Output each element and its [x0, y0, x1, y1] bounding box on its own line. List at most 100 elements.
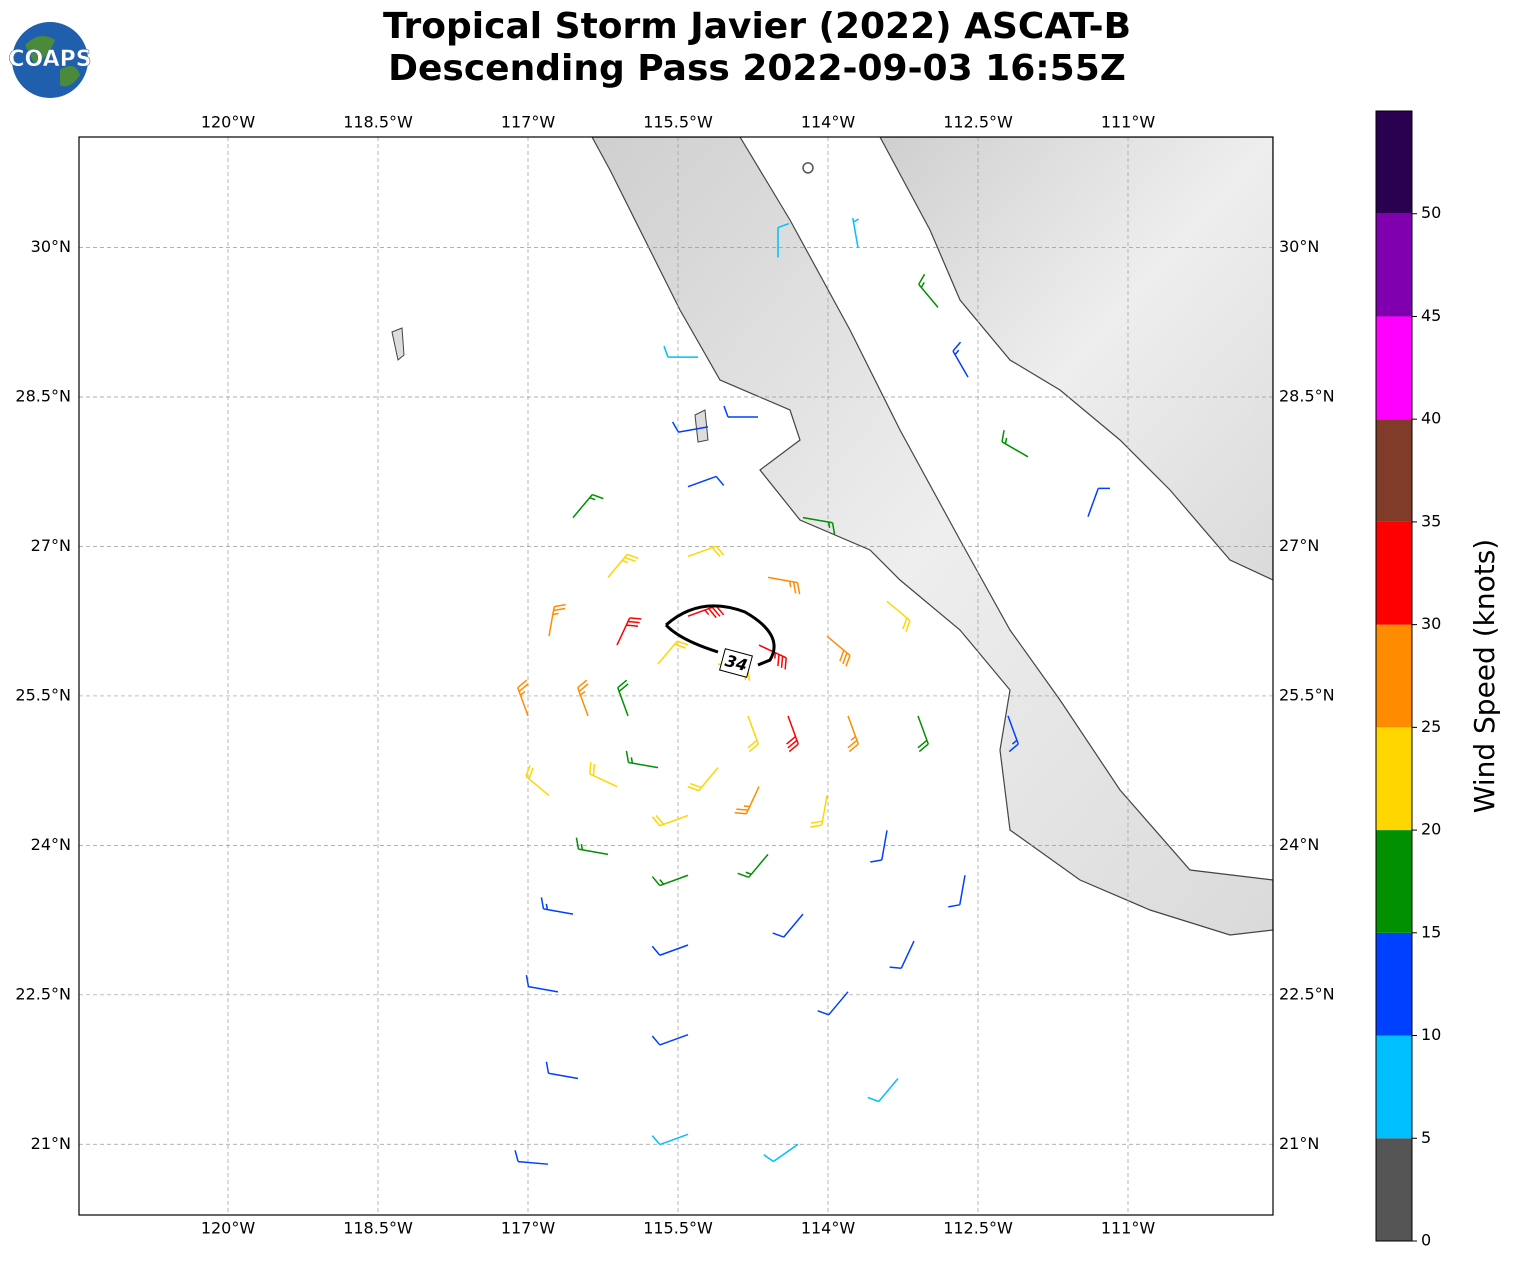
- wind-barb: [657, 640, 689, 665]
- wind-barb: [616, 617, 642, 646]
- axis-labels: 120°W 120°W 118.5°W 118.5°W 117°W 117°W 115.5°…: [15, 113, 1334, 1238]
- wind-barb: [917, 715, 929, 753]
- wind-barb: [651, 1033, 689, 1046]
- island: [391, 327, 405, 361]
- logo-land: [25, 36, 80, 87]
- y-tick-label: 21°N: [31, 1134, 71, 1153]
- colorbar-tick-label: 20: [1421, 820, 1441, 839]
- colorbar-tick-label: 40: [1421, 409, 1441, 428]
- colorbar-tick-label: 50: [1421, 203, 1441, 222]
- colorbar-tick-label: 5: [1421, 1128, 1431, 1147]
- x-tick-label: 114°W: [801, 113, 856, 132]
- colorbar-segment: [1376, 1138, 1412, 1241]
- colorbar-segment: [1376, 624, 1412, 728]
- wind-barb: [747, 715, 759, 753]
- colorbar: 0 5 10 15 20 25 30 35 40 45 50: [1375, 110, 1441, 1250]
- wind-barb: [1087, 487, 1110, 517]
- y-tick-label: 22.5°N: [1279, 984, 1335, 1003]
- colorbar-segment: [1376, 316, 1412, 420]
- colorbar-tick-label: 15: [1421, 922, 1441, 941]
- logo: COAPS: [8, 22, 92, 98]
- wind-barb: [687, 605, 725, 619]
- x-tick-label: 115.5°W: [643, 113, 713, 132]
- wind-barb: [889, 940, 915, 969]
- wind-barb: [589, 762, 618, 788]
- colorbar-segment: [1376, 1035, 1412, 1139]
- colorbar-segment: [1376, 521, 1412, 625]
- wind-barb: [617, 679, 629, 717]
- wind-barb: [671, 421, 709, 433]
- colorbar-tick-label: 35: [1421, 511, 1441, 530]
- colorbar-tick-label: 10: [1421, 1025, 1441, 1044]
- wind-barb: [952, 341, 969, 378]
- x-tick-label: 117°W: [501, 113, 556, 132]
- wind-barb: [548, 603, 566, 637]
- x-tick-label: 120°W: [201, 1219, 256, 1238]
- baja-peninsula: [591, 137, 1273, 936]
- wind-barb: [687, 767, 719, 792]
- wind-barb: [802, 516, 836, 535]
- y-tick-label: 27°N: [1279, 536, 1319, 555]
- colorbar-tick-label: 25: [1421, 717, 1441, 736]
- x-tick-label: 112.5°W: [943, 1219, 1013, 1238]
- title-line: Descending Pass 2022-09-03 16:55Z: [388, 48, 1126, 89]
- colorbar-segment: [1376, 111, 1412, 214]
- wind-barb: [817, 991, 849, 1016]
- wind-barb: [948, 875, 966, 908]
- x-tick-label: 111°W: [1101, 1219, 1156, 1238]
- wind-barb: [525, 974, 559, 993]
- y-tick-label: 21°N: [1279, 1134, 1319, 1153]
- x-tick-label: 117°W: [501, 1219, 556, 1238]
- colorbar-segment: [1376, 213, 1412, 317]
- wind-barb: [545, 1061, 579, 1080]
- wind-barb: [763, 1143, 799, 1163]
- wind-barb: [777, 222, 790, 258]
- wind-barb: [867, 1078, 899, 1103]
- x-tick-label: 115.5°W: [643, 1219, 713, 1238]
- wind-barb: [1001, 430, 1029, 458]
- wind-barbs: [514, 162, 1110, 1165]
- colorbar-label: Wind Speed (knots): [1468, 539, 1501, 813]
- logo-text: COAPS: [8, 47, 91, 72]
- colorbar-tick-label: 45: [1421, 306, 1441, 325]
- wind-barb: [918, 273, 939, 308]
- wind-barb: [826, 635, 851, 667]
- wind-barb: [572, 493, 604, 519]
- title-line: Tropical Storm Javier (2022) ASCAT-B: [383, 6, 1131, 47]
- y-tick-label: 25.5°N: [1279, 685, 1335, 704]
- y-tick-label: 24°N: [1279, 835, 1319, 854]
- wind-barb: [734, 786, 760, 815]
- y-tick-label: 24°N: [31, 835, 71, 854]
- colorbar-segment: [1376, 419, 1412, 522]
- y-tick-label: 27°N: [31, 536, 71, 555]
- x-tick-label: 114°W: [801, 1219, 856, 1238]
- wind-barb: [663, 345, 698, 358]
- wind-barb: [810, 795, 828, 828]
- colorbar-frame: [1375, 110, 1413, 1242]
- colorbar-tick-label: 0: [1421, 1231, 1431, 1250]
- wind-barb: [514, 1150, 549, 1165]
- y-tick-label: 28.5°N: [1279, 387, 1335, 406]
- map-frame: [78, 136, 1274, 1216]
- x-tick-label: 118.5°W: [343, 113, 413, 132]
- wind-barb: [540, 897, 574, 915]
- x-tick-label: 112.5°W: [943, 113, 1013, 132]
- wind-barb: [847, 715, 859, 753]
- wind-barb: [625, 750, 659, 769]
- contour-line: [664, 604, 776, 667]
- wind-barb: [575, 837, 609, 856]
- x-tick-label: 120°W: [201, 113, 256, 132]
- wind-barb: [886, 600, 911, 632]
- x-tick-label: 111°W: [1101, 113, 1156, 132]
- y-tick-label: 28.5°N: [15, 387, 71, 406]
- wind-barb: [651, 944, 689, 956]
- wind-barb: [687, 545, 725, 558]
- wind-barb: [607, 553, 639, 578]
- wind-barb: [723, 405, 758, 418]
- colorbar-segment: [1376, 830, 1412, 933]
- gridlines: [79, 137, 1273, 1215]
- map-area: 34: [79, 137, 1273, 1215]
- wind-barb: [525, 765, 550, 797]
